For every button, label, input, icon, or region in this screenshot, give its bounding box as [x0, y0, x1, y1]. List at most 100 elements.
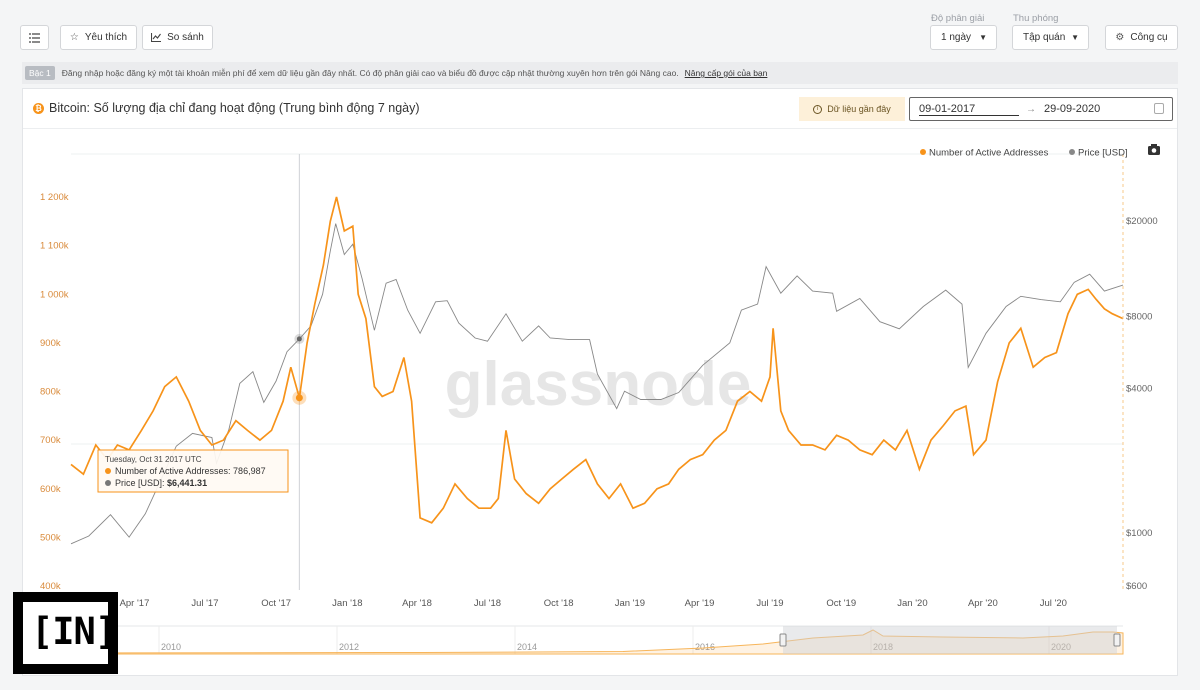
y-left-tick-label: 1 100k	[40, 241, 69, 252]
y-left-tick-label: 700k	[40, 435, 61, 446]
x-tick-label: Jul '20	[1040, 598, 1067, 609]
recent-data-label: Dữ liệu gần đây	[827, 104, 891, 114]
navigator-years: 2010 2012 2014 2016 2018 2020	[158, 626, 1071, 654]
arrow-right-icon: →	[1026, 103, 1036, 115]
logo-inner	[23, 602, 108, 664]
legend-label[interactable]: Price [USD]	[1078, 148, 1128, 159]
navigator-bg	[73, 626, 1123, 654]
tools-label: Công cụ	[1130, 32, 1168, 43]
navigator-handle-left[interactable]	[779, 633, 787, 647]
series-line-active-addresses	[70, 196, 1124, 524]
y-left-tick-label: 500k	[40, 532, 61, 543]
y-left-tick-label: 400k	[40, 581, 61, 592]
chevron-down-icon: ▼	[1071, 33, 1079, 42]
x-tick-label: Jan '18	[332, 598, 362, 609]
y-right-tick-label: $20000	[1126, 216, 1158, 227]
list-icon	[29, 32, 40, 43]
navigator-handle-right[interactable]	[1113, 633, 1121, 647]
y-left-tick-label: 1 000k	[40, 289, 69, 300]
brand-logo: [IN]	[13, 592, 118, 674]
zoom-value: Tập quán	[1023, 32, 1066, 43]
resolution-label: Độ phân giải	[931, 13, 985, 24]
hover-markers	[292, 333, 307, 405]
x-tick-label: Jan '19	[615, 598, 645, 609]
y-left-tick-label: 800k	[40, 387, 61, 398]
y-right-tick-label: $1000	[1126, 528, 1152, 539]
y-right-tick-label: $4000	[1126, 384, 1152, 395]
tooltip-price-line: Price [USD]: $6,441.31	[115, 478, 207, 488]
navigator[interactable]: 2010 2012 2014 2016 2018 2020	[72, 625, 1124, 655]
left-axis: 400k 500k 600k 700k 800k 900k 1 000k 1 100k 1 20…	[40, 192, 69, 592]
watermark: glassnode	[445, 350, 752, 419]
x-tick-label: Oct '18	[544, 598, 574, 609]
series-line-price	[70, 223, 1124, 545]
navigator-year-label: 2010	[161, 642, 181, 652]
camera-button[interactable]	[1148, 144, 1160, 155]
resolution-value: 1 ngày	[941, 32, 972, 43]
logo-text: [IN]	[31, 610, 117, 653]
x-tick-label: Apr '20	[968, 598, 998, 609]
tooltip-active-line: Number of Active Addresses: 786,987	[115, 466, 266, 476]
favorite-button[interactable]: ☆ Yêu thích	[60, 25, 137, 50]
tooltip-active-dot	[105, 468, 111, 474]
tooltip-box	[97, 449, 289, 493]
compare-button[interactable]: So sánh	[142, 25, 213, 50]
x-tick-label: Jul '18	[474, 598, 501, 609]
y-right-tick-label: $600	[1126, 581, 1147, 592]
tooltip: Tuesday, Oct 31 2017 UTC Number of Activ…	[97, 449, 289, 493]
favorite-label: Yêu thích	[84, 32, 128, 43]
chart-area[interactable]: glassnode 400k 500k 600k 700k 800k 900k 1 000k…	[23, 130, 1179, 676]
navigator-selection[interactable]	[783, 626, 1117, 654]
y-left-tick-label: 600k	[40, 484, 61, 495]
x-tick-label: Apr '19	[685, 598, 715, 609]
bitcoin-icon: ₿	[33, 103, 44, 114]
compare-label: So sánh	[167, 32, 204, 43]
date-range-picker[interactable]: 09-01-2017 → 29-09-2020	[909, 97, 1173, 121]
legend: Number of Active Addresses Price [USD]	[920, 148, 1128, 159]
camera-icon-top	[1151, 144, 1157, 147]
navigator-line	[72, 629, 1124, 655]
tooltip-date: Tuesday, Oct 31 2017 UTC	[105, 455, 202, 464]
chart-card: ₿ Bitcoin: Số lượng địa chỉ đang hoạt độ…	[22, 88, 1178, 676]
right-axis: $600 $1000 $4000 $8000 $20000	[1126, 216, 1158, 592]
upgrade-link[interactable]: Nâng cấp gói của bạn	[684, 68, 768, 78]
tooltip-price-value: $6,441.31	[167, 478, 207, 488]
x-axis: Apr '17 Jul '17 Oct '17 Jan '18 Apr '18 Jul '…	[120, 598, 1067, 609]
zoom-label: Thu phóng	[1013, 13, 1059, 24]
star-icon: ☆	[69, 32, 79, 43]
zoom-select[interactable]: Tập quán ▼	[1012, 25, 1089, 50]
x-tick-label: Jan '20	[897, 598, 927, 609]
x-tick-label: Apr '18	[402, 598, 432, 609]
legend-swatch	[1069, 149, 1075, 155]
y-right-tick-label: $8000	[1126, 311, 1152, 322]
chart-title: Bitcoin: Số lượng địa chỉ đang hoạt động…	[49, 101, 420, 115]
resolution-select[interactable]: 1 ngày ▼	[930, 25, 997, 50]
y-left-tick-label: 900k	[40, 338, 61, 349]
navigator-year-label: 2020	[1051, 642, 1071, 652]
tier-badge: Bậc 1	[25, 66, 55, 80]
recent-data-button[interactable]: i Dữ liệu gần đây	[799, 97, 905, 121]
x-tick-label: Oct '19	[826, 598, 856, 609]
navigator-year-label: 2018	[873, 642, 893, 652]
hover-point-price	[296, 336, 302, 342]
navigator-year-label: 2012	[339, 642, 359, 652]
y-left-tick-label: 1 200k	[40, 192, 69, 203]
chart-icon	[151, 33, 162, 42]
date-to-input[interactable]: 29-09-2020	[1044, 103, 1101, 115]
x-tick-label: Jul '17	[191, 598, 218, 609]
gridlines	[71, 153, 1123, 445]
upgrade-notice: Bậc 1 Đăng nhập hoặc đăng ký một tài kho…	[22, 62, 1178, 84]
tools-button[interactable]: ⚙ Công cụ	[1105, 25, 1178, 50]
legend-swatch	[920, 149, 926, 155]
legend-label[interactable]: Number of Active Addresses	[929, 148, 1049, 159]
navigator-year-label: 2014	[517, 642, 537, 652]
gear-icon: ⚙	[1115, 32, 1125, 43]
top-toolbar: ☆ Yêu thích So sánh Độ phân giải 1 ngày …	[0, 0, 1200, 60]
x-tick-label: Jul '19	[756, 598, 783, 609]
date-from-input[interactable]: 09-01-2017	[919, 103, 1019, 116]
hover-point-active	[295, 394, 303, 402]
chevron-down-icon: ▼	[979, 33, 987, 42]
tooltip-price-prefix: Price [USD]:	[115, 478, 165, 488]
calendar-icon	[1154, 103, 1164, 114]
menu-button[interactable]	[20, 25, 49, 50]
